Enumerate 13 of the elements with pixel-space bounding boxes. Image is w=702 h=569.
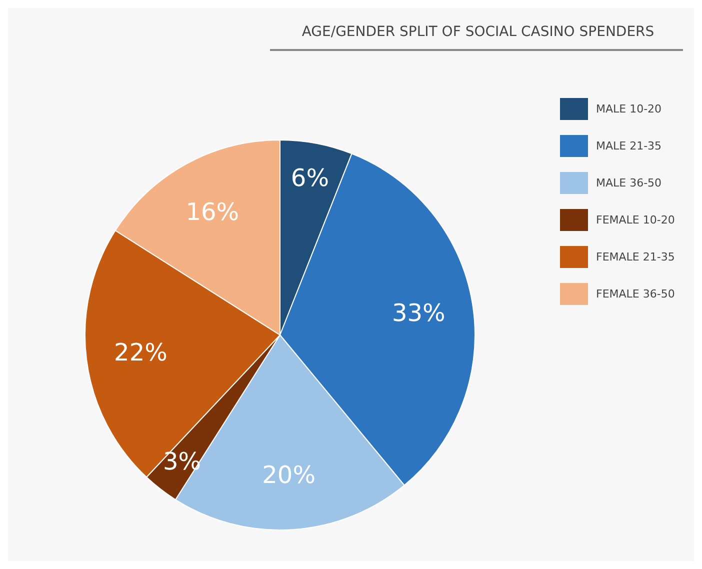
data-label: 6% [290,164,329,192]
legend-label: FEMALE 10-20 [596,214,675,226]
legend-label: FEMALE 21-35 [596,250,675,264]
data-label: 22% [114,338,168,367]
data-label: 3% [162,447,202,476]
legend-label: MALE 36-50 [596,176,662,190]
legend-label: MALE 10-20 [596,102,662,116]
data-label: 16% [186,198,240,226]
chart-title: AGE/GENDER SPLIT OF SOCIAL CASINO SPENDERS [302,24,654,40]
legend-label: MALE 21-35 [596,140,662,152]
legend-label: FEMALE 36-50 [596,288,675,300]
data-label: 20% [262,461,316,490]
data-label: 33% [392,299,446,328]
